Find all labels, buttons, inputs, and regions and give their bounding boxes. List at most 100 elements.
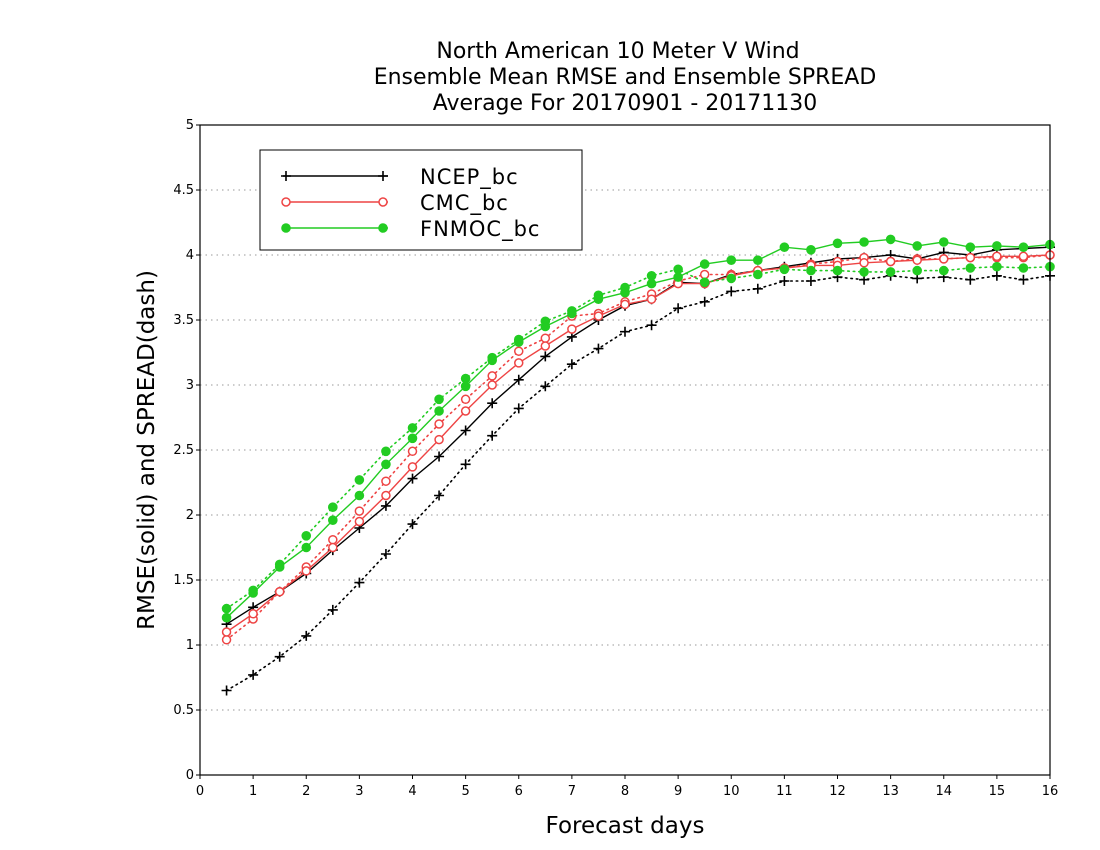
y-tick-label: 5 bbox=[186, 118, 194, 133]
series-cmc_bc-rmse-marker bbox=[912, 255, 922, 265]
x-tick-label: 16 bbox=[1042, 784, 1059, 799]
series-ncep_bc-spread-marker bbox=[380, 549, 391, 559]
x-tick-label: 4 bbox=[408, 784, 416, 799]
series-fnmoc_bc-spread-marker bbox=[726, 273, 737, 284]
series-ncep_bc-spread-marker bbox=[434, 490, 445, 501]
series-cmc_bc-rmse-marker bbox=[301, 566, 311, 576]
series-ncep_bc-spread-marker bbox=[726, 286, 737, 297]
series-fnmoc_bc-rmse-marker bbox=[806, 245, 816, 255]
chart-title-line-3: Average For 20170901 - 20171130 bbox=[433, 91, 818, 116]
series-ncep_bc-spread-marker bbox=[327, 604, 338, 615]
y-tick-label: 4 bbox=[186, 248, 194, 263]
y-tick-label: 1.5 bbox=[173, 573, 194, 588]
x-tick-label: 7 bbox=[568, 784, 576, 799]
series-cmc_bc-rmse-marker bbox=[593, 311, 604, 321]
series-fnmoc_bc-rmse-marker bbox=[753, 255, 763, 266]
legend-label-fnmoc_bc: FNMOC_bc bbox=[420, 217, 540, 242]
series-cmc_bc-spread-marker bbox=[354, 506, 365, 516]
series-cmc_bc-rmse-marker bbox=[434, 434, 444, 445]
series-cmc_bc-rmse-marker bbox=[248, 609, 258, 619]
series-cmc_bc-rmse-marker bbox=[514, 358, 524, 368]
series-cmc_bc-rmse-marker bbox=[620, 299, 630, 310]
legend-ncep_bc-marker bbox=[281, 171, 291, 181]
y-tick-label: 0 bbox=[186, 768, 194, 783]
series-fnmoc_bc-rmse-marker bbox=[487, 355, 497, 366]
y-tick-label: 3.5 bbox=[173, 313, 194, 328]
series-ncep_bc-spread-marker bbox=[513, 403, 524, 414]
series-fnmoc_bc-spread-marker bbox=[859, 267, 869, 277]
legend-cmc_bc-marker bbox=[281, 197, 291, 207]
axis-ticks: 00.511.522.533.544.550 1 2 3 4 5 6 7 8 9 10 11 12 13 1… bbox=[173, 118, 1058, 799]
series-cmc_bc-spread-marker bbox=[487, 371, 497, 381]
y-tick-label: 2.5 bbox=[173, 443, 194, 458]
series-fnmoc_bc-spread-marker bbox=[779, 264, 790, 275]
series-fnmoc_bc-spread-marker bbox=[301, 531, 312, 541]
series-fnmoc_bc-rmse-marker bbox=[221, 612, 232, 623]
legend-fnmoc_bc-marker bbox=[281, 223, 291, 233]
series-fnmoc_bc-spread-marker bbox=[965, 263, 976, 273]
series-ncep_bc-spread-marker bbox=[965, 274, 976, 285]
series-fnmoc_bc-rmse-marker bbox=[513, 337, 524, 347]
series-cmc_bc-rmse-marker bbox=[992, 251, 1002, 262]
x-axis-label: Forecast days bbox=[546, 813, 705, 839]
series-ncep_bc-spread-marker bbox=[620, 326, 630, 337]
series-ncep_bc-spread-marker bbox=[274, 651, 285, 662]
series-cmc_bc-spread-marker bbox=[514, 346, 524, 356]
x-tick-label: 12 bbox=[829, 784, 846, 799]
series-fnmoc_bc-spread-marker bbox=[912, 265, 922, 276]
series-fnmoc_bc-spread-marker bbox=[221, 603, 232, 614]
series-ncep_bc-spread-marker bbox=[301, 630, 312, 641]
series-fnmoc_bc-spread-marker bbox=[1018, 263, 1029, 273]
chart-title-line-1: North American 10 Meter V Wind bbox=[436, 39, 799, 64]
series-ncep_bc-spread-marker bbox=[487, 430, 498, 441]
series-fnmoc_bc-spread-marker bbox=[328, 502, 338, 513]
series-ncep_bc-rmse-marker bbox=[540, 351, 551, 362]
y-tick-label: 1 bbox=[186, 638, 194, 653]
series-fnmoc_bc-rmse-marker bbox=[726, 255, 737, 266]
series-fnmoc_bc-rmse-marker bbox=[646, 278, 657, 289]
series-ncep_bc-rmse-marker bbox=[460, 425, 471, 436]
legend-cmc_bc-marker bbox=[378, 197, 388, 207]
x-tick-label: 13 bbox=[882, 784, 899, 799]
series-fnmoc_bc-rmse-marker bbox=[593, 294, 604, 305]
series-fnmoc_bc-spread-marker bbox=[992, 261, 1002, 272]
series-ncep_bc-spread-marker bbox=[593, 343, 604, 354]
series-fnmoc_bc-rmse-marker bbox=[274, 562, 285, 572]
series-ncep_bc-spread-marker bbox=[540, 381, 551, 392]
series-ncep_bc-spread-marker bbox=[566, 359, 577, 370]
series-cmc_bc-rmse-marker bbox=[965, 252, 976, 263]
series-cmc_bc-rmse-marker bbox=[939, 254, 949, 264]
series-fnmoc_bc-rmse-marker bbox=[965, 242, 976, 252]
series-cmc_bc-rmse-marker bbox=[407, 462, 418, 472]
x-tick-label: 5 bbox=[461, 784, 469, 799]
x-tick-label: 0 bbox=[196, 784, 204, 799]
legend-box bbox=[259, 149, 583, 251]
x-tick-label: 14 bbox=[935, 784, 952, 799]
series-fnmoc_bc-rmse-marker bbox=[859, 237, 869, 247]
y-tick-label: 4.5 bbox=[173, 183, 194, 198]
series-cmc_bc-rmse-marker bbox=[487, 380, 497, 390]
series-fnmoc_bc-rmse-marker bbox=[992, 241, 1002, 251]
series-fnmoc_bc bbox=[221, 234, 1055, 623]
series-fnmoc_bc-rmse-marker bbox=[699, 259, 710, 269]
y-tick-label: 2 bbox=[186, 508, 194, 523]
series-fnmoc_bc-rmse-marker bbox=[354, 490, 365, 501]
series-fnmoc_bc-rmse-marker bbox=[434, 406, 444, 416]
series-cmc_bc-rmse-marker bbox=[567, 324, 577, 334]
series-fnmoc_bc-rmse-marker bbox=[885, 234, 896, 245]
series-fnmoc_bc-rmse-marker bbox=[328, 515, 338, 526]
legend-item-fnmoc_bc: FNMOC_bc bbox=[281, 217, 540, 242]
series-cmc_bc-spread-marker bbox=[407, 446, 418, 457]
series-cmc_bc-rmse-marker bbox=[460, 406, 471, 416]
series-layer bbox=[221, 234, 1055, 696]
series-ncep_bc-spread-marker bbox=[646, 320, 657, 331]
series-fnmoc_bc-spread-marker bbox=[885, 267, 896, 277]
series-ncep_bc-spread-marker bbox=[248, 669, 259, 680]
series-ncep_bc-spread-marker bbox=[1018, 274, 1029, 285]
series-fnmoc_bc-spread-line bbox=[225, 265, 1051, 610]
series-ncep_bc-spread-marker bbox=[752, 283, 763, 294]
series-cmc_bc-rmse-marker bbox=[354, 516, 365, 527]
series-ncep_bc-spread-marker bbox=[673, 303, 684, 314]
series-fnmoc_bc-spread-marker bbox=[354, 475, 365, 485]
